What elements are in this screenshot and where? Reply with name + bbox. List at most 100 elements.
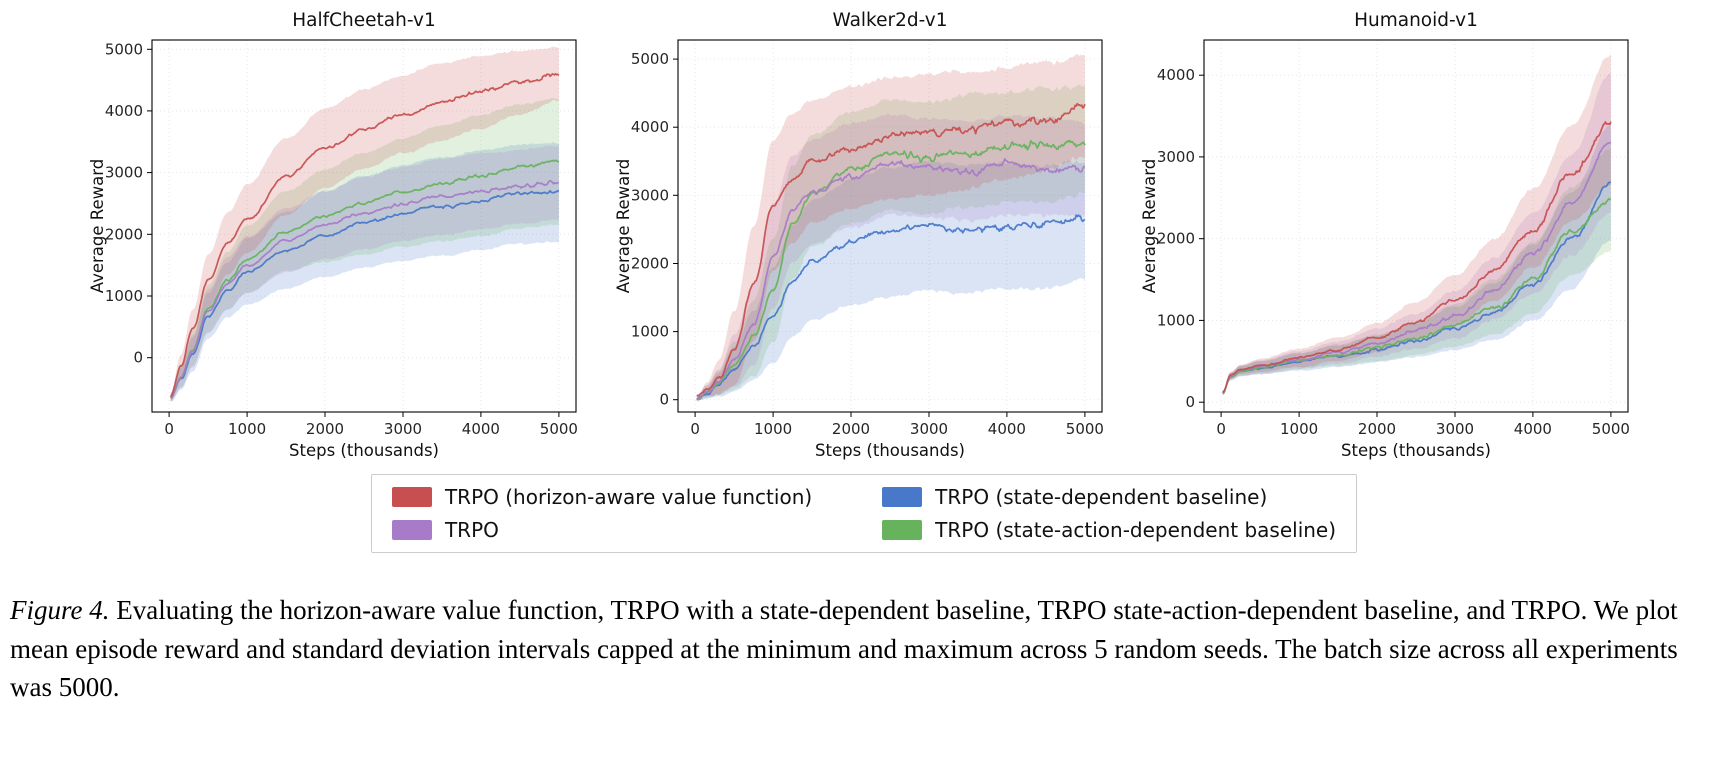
- x-tick-label: 4000: [1514, 420, 1552, 438]
- x-tick-label: 2000: [306, 420, 344, 438]
- series-line-0: [170, 189, 560, 398]
- series-band-3: [170, 46, 559, 401]
- x-tick-label: 3000: [384, 420, 422, 438]
- y-tick-label: 0: [1185, 393, 1195, 411]
- x-axis-label: Steps (thousands): [289, 441, 439, 460]
- series-band-1: [170, 97, 559, 402]
- humanoid-chart: 0 1000 2000 3000 4000 5000 0 1000 2000 3000 4000 Hu…: [1140, 6, 1640, 466]
- y-axis: 0 1000 2000 3000 4000 5000: [105, 40, 152, 367]
- y-tick-label: 3000: [105, 164, 143, 182]
- y-tick-label: 0: [133, 349, 143, 367]
- x-tick-label: 4000: [462, 420, 500, 438]
- x-tick-label: 1000: [754, 420, 792, 438]
- y-tick-label: 2000: [1157, 230, 1195, 248]
- axes-box: [1203, 39, 1629, 413]
- legend-swatch-green: [882, 520, 923, 540]
- halfcheetah-chart: 0 1000 2000 3000 4000 5000 0 1000 2000 3000 4000 50…: [88, 6, 588, 466]
- x-tick-label: 3000: [1436, 420, 1474, 438]
- legend-label: TRPO (horizon-aware value function): [444, 485, 813, 509]
- figure-charts-row: 0 1000 2000 3000 4000 5000 0 1000 2000 3000 4000 50…: [88, 6, 1640, 466]
- x-tick-label: 5000: [1066, 420, 1104, 438]
- series-band-0: [170, 142, 559, 402]
- series-band-2: [170, 145, 559, 402]
- y-tick-label: 5000: [631, 50, 669, 68]
- x-tick-label: 2000: [1358, 420, 1396, 438]
- legend-label: TRPO (state-dependent baseline): [935, 485, 1268, 509]
- series-band-3: [1222, 54, 1611, 394]
- plot-area: [1222, 54, 1612, 396]
- y-axis-label: Average Reward: [1140, 159, 1159, 293]
- grid: [1204, 40, 1628, 412]
- x-tick-label: 5000: [1592, 420, 1630, 438]
- plot-area: [696, 53, 1086, 403]
- legend-label: TRPO: [444, 518, 499, 542]
- plot-area: [169, 46, 560, 402]
- legend-swatch-red: [391, 487, 432, 507]
- y-tick-label: 1000: [1157, 311, 1195, 329]
- chart-title: Humanoid-v1: [1354, 10, 1478, 31]
- legend-swatch-blue: [882, 487, 923, 507]
- y-tick-label: 4000: [105, 102, 143, 120]
- x-tick-label: 0: [690, 420, 700, 438]
- y-tick-label: 2000: [631, 255, 669, 273]
- y-tick-label: 3000: [1157, 148, 1195, 166]
- x-axis: 0 1000 2000 3000 4000 5000: [690, 412, 1104, 438]
- y-tick-label: 1000: [105, 287, 143, 305]
- grid: [678, 40, 1102, 412]
- x-tick-label: 2000: [832, 420, 870, 438]
- series-line-2: [170, 179, 560, 399]
- x-tick-label: 3000: [910, 420, 948, 438]
- y-tick-label: 0: [659, 391, 669, 409]
- y-tick-label: 5000: [105, 40, 143, 58]
- figure-legend: TRPO (horizon-aware value function) TRPO…: [0, 474, 1728, 553]
- series-band-1: [1222, 147, 1611, 396]
- y-axis-label: Average Reward: [614, 159, 633, 293]
- grid: [152, 40, 576, 412]
- chart-title: HalfCheetah-v1: [292, 10, 436, 31]
- x-axis-label: Steps (thousands): [815, 441, 965, 460]
- y-axis-label: Average Reward: [88, 159, 107, 293]
- series-line-3: [169, 72, 560, 398]
- series-band-0: [1222, 125, 1611, 396]
- x-tick-label: 4000: [988, 420, 1026, 438]
- y-tick-label: 1000: [631, 323, 669, 341]
- series-line-2: [1222, 141, 1612, 393]
- legend-item-state-dependent: TRPO (state-dependent baseline): [882, 485, 1336, 509]
- figure-caption-text: Evaluating the horizon-aware value funct…: [10, 595, 1678, 703]
- legend-box: TRPO (horizon-aware value function) TRPO…: [370, 474, 1358, 553]
- legend-label: TRPO (state-action-dependent baseline): [935, 518, 1337, 542]
- y-tick-label: 4000: [1157, 66, 1195, 84]
- series-line-1: [1222, 197, 1612, 395]
- legend-item-trpo: TRPO: [391, 518, 812, 542]
- x-tick-label: 0: [164, 420, 174, 438]
- walker2d-chart: 0 1000 2000 3000 4000 5000 0 1000 2000 3000 4000 50…: [614, 6, 1114, 466]
- figure-caption-label: Figure 4.: [10, 595, 110, 625]
- series-line-0: [696, 214, 1086, 400]
- series-line-3: [1222, 121, 1612, 394]
- legend-item-horizon-aware: TRPO (horizon-aware value function): [391, 485, 813, 509]
- chart-title: Walker2d-v1: [832, 10, 947, 31]
- series-band-3: [696, 53, 1085, 401]
- x-tick-label: 5000: [540, 420, 578, 438]
- y-tick-label: 2000: [105, 225, 143, 243]
- y-tick-label: 3000: [631, 186, 669, 204]
- axes-box: [151, 39, 577, 413]
- y-tick-label: 4000: [631, 118, 669, 136]
- legend-swatch-purple: [391, 520, 432, 540]
- series-line-1: [170, 159, 560, 400]
- y-axis: 0 1000 2000 3000 4000: [1157, 66, 1204, 411]
- series-line-1: [696, 139, 1086, 401]
- y-axis: 0 1000 2000 3000 4000 5000: [631, 50, 678, 409]
- series-line-3: [696, 102, 1086, 397]
- x-axis-label: Steps (thousands): [1341, 441, 1491, 460]
- x-tick-label: 1000: [1280, 420, 1318, 438]
- axes-box: [677, 39, 1103, 413]
- figure-caption: Figure 4. Evaluating the horizon-aware v…: [10, 591, 1706, 707]
- x-axis: 0 1000 2000 3000 4000 5000: [1216, 412, 1630, 438]
- series-line-2: [696, 157, 1085, 401]
- legend-item-state-action-dependent: TRPO (state-action-dependent baseline): [882, 518, 1336, 542]
- series-band-1: [696, 84, 1085, 401]
- series-band-2: [696, 113, 1085, 403]
- series-line-0: [1222, 181, 1612, 394]
- x-tick-label: 0: [1216, 420, 1226, 438]
